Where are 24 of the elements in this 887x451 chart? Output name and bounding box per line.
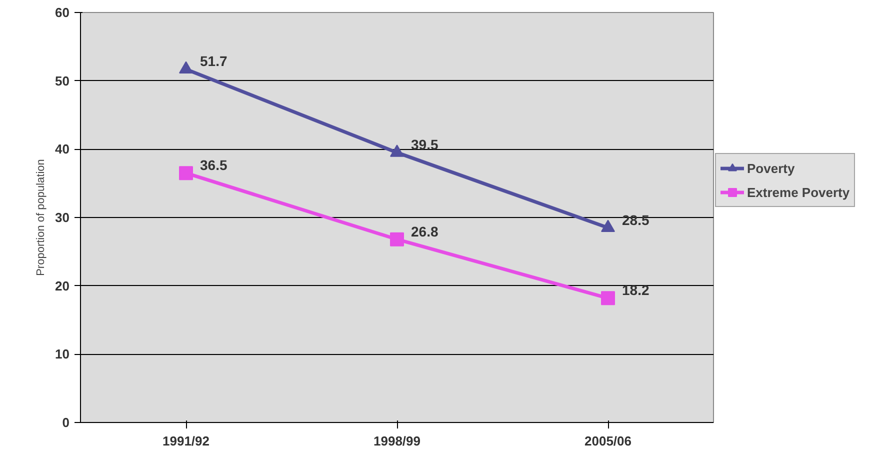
y-tick-label: 10 bbox=[55, 346, 70, 362]
y-tick-label: 30 bbox=[55, 210, 70, 225]
data-label: 26.8 bbox=[411, 223, 438, 240]
data-label: 18.2 bbox=[622, 282, 650, 298]
point bbox=[179, 166, 193, 180]
legend-label: Poverty bbox=[747, 160, 795, 176]
point bbox=[390, 232, 404, 246]
x-tick-label: 1991/92 bbox=[162, 434, 210, 448]
point bbox=[390, 144, 404, 157]
y-tick-label: 40 bbox=[55, 142, 70, 157]
legend-label: Extreme Poverty bbox=[747, 184, 850, 200]
y-tick-label: 20 bbox=[55, 278, 70, 294]
data-label: 36.5 bbox=[200, 157, 228, 174]
x-tick-label: 2005/06 bbox=[584, 434, 632, 448]
x-tick-label: 1998/99 bbox=[374, 434, 421, 448]
y-axis-title: Proportion of population bbox=[35, 159, 48, 276]
data-label: 39.5 bbox=[411, 136, 438, 153]
point bbox=[601, 291, 615, 306]
y-tick-label: 60 bbox=[55, 5, 70, 20]
point bbox=[179, 61, 193, 74]
point bbox=[601, 220, 615, 232]
data-label: 51.7 bbox=[200, 53, 228, 70]
y-tick-label: 0 bbox=[62, 415, 70, 430]
y-tick-label: 50 bbox=[55, 73, 70, 88]
